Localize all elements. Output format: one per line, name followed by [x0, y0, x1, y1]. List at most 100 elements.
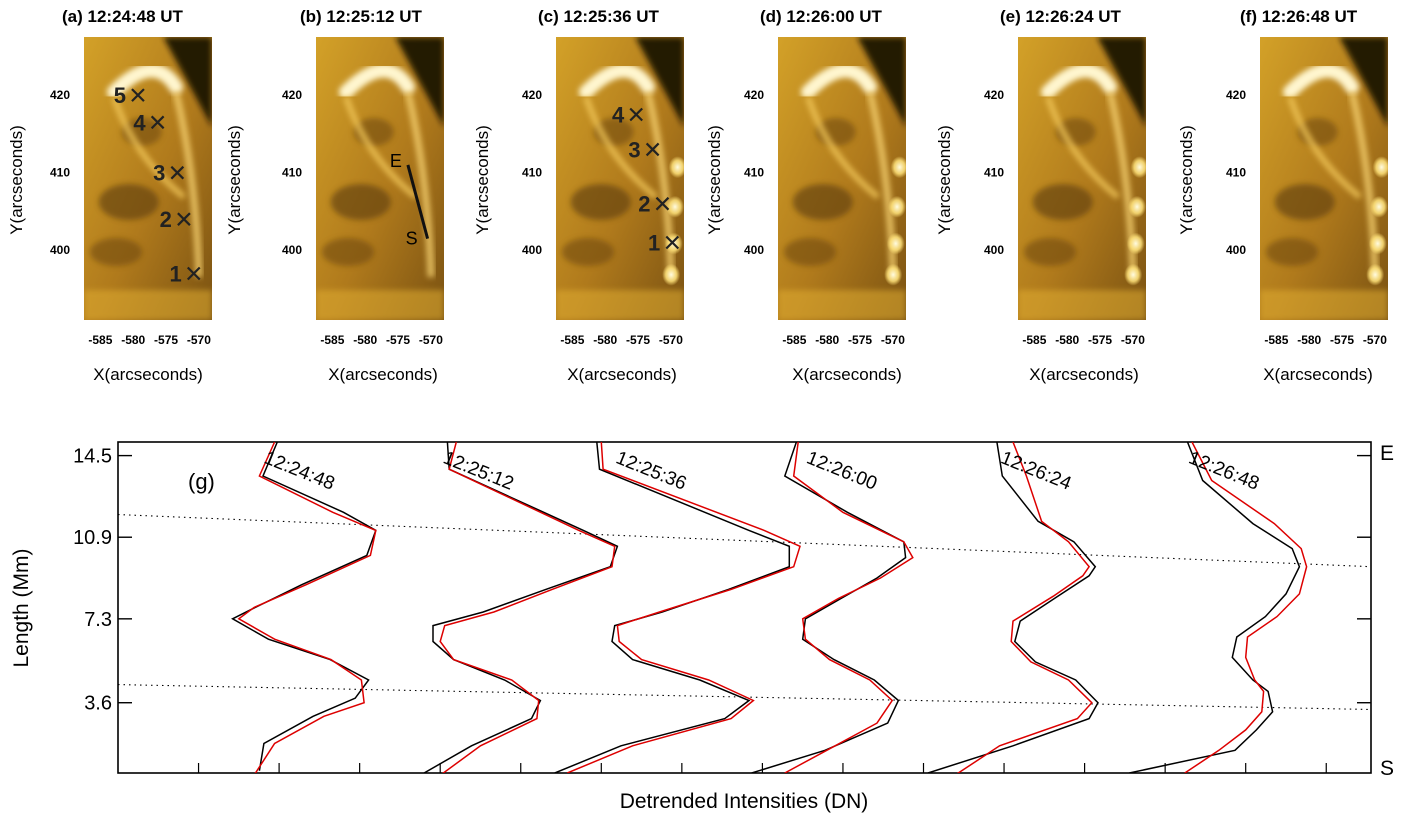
feature-cross-marker	[177, 212, 191, 226]
feature-cross-marker	[629, 107, 643, 122]
feature-cross-marker	[131, 88, 145, 102]
y-axis-label: Y(arcseconds)	[473, 125, 492, 235]
x-axis-label: X(arcseconds)	[792, 365, 902, 384]
solar-image	[84, 37, 212, 320]
x-tick-label: -580	[1055, 333, 1079, 347]
trend-line	[117, 513, 1372, 568]
series-line	[423, 442, 619, 773]
series-lines	[231, 442, 1308, 773]
slit-line	[406, 164, 430, 239]
y-tick-label: 420	[744, 88, 764, 102]
y-tick-label: 14.5	[73, 446, 112, 468]
y-tick-label: 400	[984, 243, 1004, 257]
series-line	[554, 442, 791, 773]
x-tick-label: -570	[1121, 333, 1145, 347]
panel-label-g: (g)	[188, 469, 215, 494]
y-tick-label: 410	[744, 166, 764, 180]
x-tick-label: -575	[626, 333, 650, 347]
y-axis-label: Y(arcseconds)	[935, 125, 954, 235]
profile-time-label: 12:26:00	[803, 448, 879, 495]
x-tick-label: -580	[815, 333, 839, 347]
x-tick-label: -585	[320, 333, 344, 347]
x-tick-label: -585	[560, 333, 584, 347]
feature-number: 5	[114, 83, 126, 108]
right-label-bottom: S	[1380, 757, 1394, 780]
x-tick-label: -580	[1297, 333, 1321, 347]
x-tick-label: -570	[419, 333, 443, 347]
x-tick-label: -570	[659, 333, 683, 347]
panel-title: (a) 12:24:48 UT	[62, 7, 184, 26]
x-axis-label: X(arcseconds)	[1263, 365, 1373, 384]
series-line	[751, 442, 907, 773]
image-panel-a: (a) 12:24:48 UT 400 410 420 -585 -580 -575 -570…	[7, 7, 212, 384]
trend-lines	[117, 513, 1372, 711]
y-tick-label: 400	[744, 243, 764, 257]
x-axis-label: Detrended Intensities (DN)	[620, 790, 869, 813]
series-line	[1129, 442, 1301, 773]
feature-cross-marker	[645, 142, 660, 157]
y-tick-label: 420	[50, 88, 70, 102]
x-tick-label: -570	[881, 333, 905, 347]
y-tick-label: 400	[1226, 243, 1246, 257]
series-line	[567, 442, 801, 773]
y-tick-label: 400	[50, 243, 70, 257]
series-line	[1184, 442, 1308, 773]
y-tick-label: 420	[984, 88, 1004, 102]
feature-number: 4	[133, 110, 146, 135]
panel-title: (b) 12:25:12 UT	[300, 7, 422, 26]
solar-image	[1018, 37, 1146, 320]
feature-cross-marker	[655, 196, 670, 211]
y-tick-label: 10.9	[73, 527, 112, 549]
profile-time-label: 12:26:24	[998, 448, 1075, 495]
feature-number: 2	[638, 192, 650, 217]
x-axis-label: X(arcseconds)	[1029, 365, 1139, 384]
image-panel-f: (f) 12:26:48 UT 400 410 420 -585 -580 -575 -570…	[1177, 7, 1388, 384]
y-tick-label: 410	[282, 166, 302, 180]
panel-title: (f) 12:26:48 UT	[1240, 7, 1358, 26]
x-tick-label: -575	[1088, 333, 1112, 347]
feature-number: 1	[169, 261, 181, 286]
feature-number: 4	[612, 103, 625, 128]
y-tick-label: 3.6	[84, 693, 112, 715]
feature-number: 3	[153, 161, 165, 186]
profile-time-label: 12:24:48	[261, 448, 337, 495]
y-axis-label: Y(arcseconds)	[7, 125, 26, 235]
x-tick-label: -580	[353, 333, 377, 347]
image-panel-c: (c) 12:25:36 UT 400 410 420 -585 -580 -575 -570…	[473, 7, 684, 384]
x-tick-label: -575	[848, 333, 872, 347]
x-tick-label: -570	[187, 333, 211, 347]
series-line	[237, 442, 377, 773]
profile-time-label: 12:25:12	[440, 448, 516, 495]
slit-start-label: E	[390, 151, 402, 171]
x-axis-label: X(arcseconds)	[567, 365, 677, 384]
y-tick-label: 420	[282, 88, 302, 102]
y-tick-label: 420	[1226, 88, 1246, 102]
x-tick-label: -580	[593, 333, 617, 347]
profile-plot: 3.67.310.914.5 12:24:48 12:25:12 12:25:36 1…	[10, 441, 1394, 813]
y-tick-label: 410	[522, 166, 542, 180]
image-panels: (a) 12:24:48 UT 400 410 420 -585 -580 -575 -570…	[7, 7, 1388, 384]
feature-cross-marker	[170, 165, 185, 180]
y-tick-label: 420	[522, 88, 542, 102]
series-line	[956, 442, 1093, 773]
profile-labels: 12:24:48 12:25:12 12:25:36 12:26:00 12:26:24…	[261, 448, 1262, 495]
feature-number: 1	[648, 230, 660, 255]
y-tick-label: 410	[50, 166, 70, 180]
slit-end-label: S	[406, 229, 418, 249]
solar-image	[1260, 37, 1388, 320]
image-panel-e: (e) 12:26:24 UT 400 410 420 -585 -580 -575 -570…	[935, 7, 1146, 384]
solar-image	[316, 37, 444, 320]
feature-number: 2	[160, 207, 172, 232]
series-line	[784, 442, 914, 773]
y-tick-label: 410	[984, 166, 1004, 180]
feature-cross-marker	[186, 266, 201, 281]
feature-cross-marker	[150, 115, 165, 130]
right-label-top: E	[1380, 442, 1394, 465]
y-tick-label: 400	[282, 243, 302, 257]
y-tick-label: 7.3	[84, 609, 112, 631]
panel-title: (c) 12:25:36 UT	[538, 7, 660, 26]
feature-number: 3	[628, 137, 640, 162]
solar-image	[556, 37, 684, 320]
y-axis-label: Length (Mm)	[10, 548, 33, 667]
